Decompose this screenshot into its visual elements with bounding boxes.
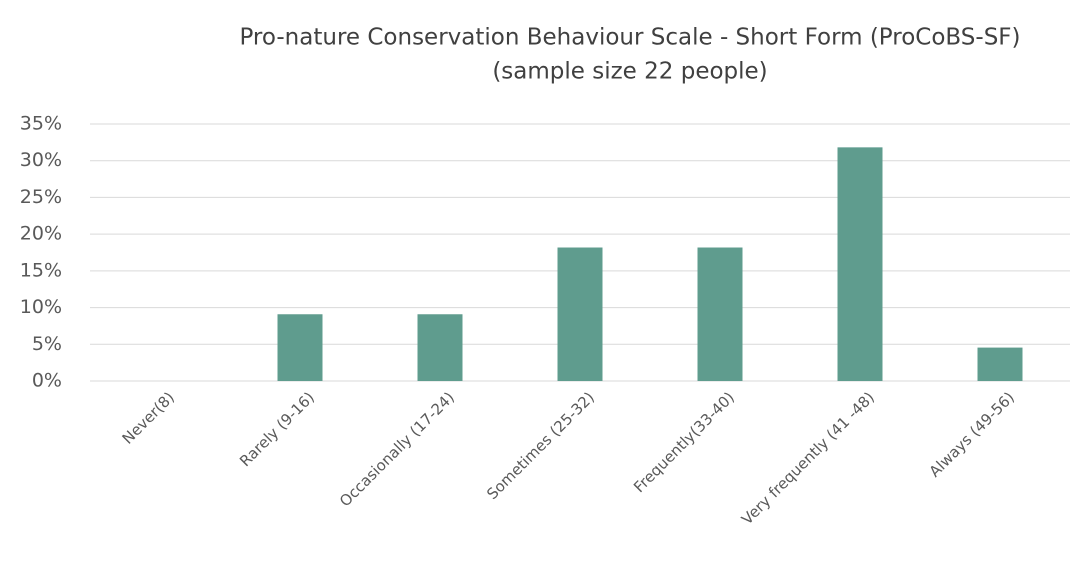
chart-subtitle: (sample size 22 people) (492, 59, 767, 85)
bar (697, 247, 743, 381)
chart-title: Pro-nature Conservation Behaviour Scale … (239, 25, 1020, 51)
x-tick-label: Always (49-56) (926, 388, 1018, 480)
y-tick-label: 15% (20, 259, 62, 281)
bar (417, 314, 463, 381)
y-tick-label: 20% (20, 223, 62, 245)
y-tick-label: 0% (32, 370, 62, 392)
y-tick-label: 5% (32, 333, 62, 355)
x-tick-label: Occasionally (17-24) (336, 388, 458, 510)
y-tick-label: 30% (20, 149, 62, 171)
x-tick-label: Very frequently (41 -48) (738, 388, 878, 528)
bar (557, 247, 603, 381)
y-tick-label: 10% (20, 296, 62, 318)
bar (977, 347, 1023, 381)
x-tick-label: Never(8) (119, 388, 178, 447)
y-tick-label: 35% (20, 113, 62, 135)
bar (277, 314, 323, 381)
x-tick-label: Sometimes (25-32) (483, 388, 598, 503)
x-tick-label: Frequently(33-40) (630, 388, 738, 496)
bar (837, 147, 883, 381)
x-tick-label: Rarely (9-16) (236, 388, 318, 470)
y-tick-label: 25% (20, 186, 62, 208)
